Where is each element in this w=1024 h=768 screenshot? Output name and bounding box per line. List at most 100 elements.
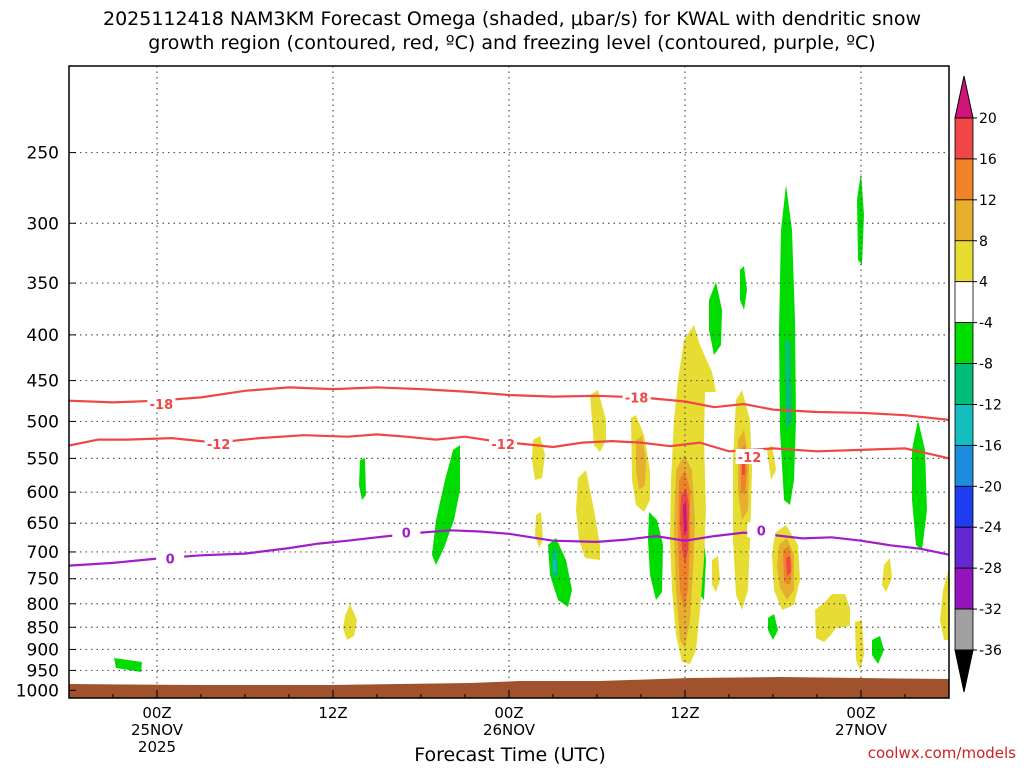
x-tick-label: 25NOV xyxy=(131,721,184,739)
y-tick-label: 300 xyxy=(27,214,59,234)
x-tick-label: 27NOV xyxy=(835,721,888,739)
omega-cell-teal xyxy=(785,340,792,430)
omega-cell-green xyxy=(709,282,722,355)
contour-label-bg xyxy=(392,524,421,540)
colorbar-segment xyxy=(954,526,974,569)
colorbar-label: -24 xyxy=(979,520,1002,536)
omega-cell-yellow xyxy=(576,470,600,560)
omega-cell-yellow xyxy=(815,594,850,642)
omega-cell-green xyxy=(548,538,572,607)
contour-line--18 xyxy=(69,386,949,421)
colorbar-segment xyxy=(954,404,974,446)
x-tick-label: 00Z xyxy=(846,704,875,722)
y-tick-label: 550 xyxy=(27,449,59,469)
omega-cell-red xyxy=(786,556,791,576)
contour-label-bg xyxy=(735,448,764,464)
colorbar-segment xyxy=(954,485,974,528)
y-tick-label: 350 xyxy=(27,274,59,294)
colorbar-label: -12 xyxy=(979,397,1002,413)
chart-title-line-1: 2025112418 NAM3KM Forecast Omega (shaded… xyxy=(102,8,921,30)
colorbar-label: 4 xyxy=(979,275,988,291)
y-axis: 2503003504004505005506006507007508008509… xyxy=(16,144,76,701)
y-tick-label: 900 xyxy=(27,640,59,660)
colorbar-label: -36 xyxy=(979,643,1002,659)
omega-cell-yellow xyxy=(767,445,776,480)
colorbar-segment xyxy=(954,322,974,364)
colorbar-segment xyxy=(954,199,974,242)
colorbar-label: -20 xyxy=(979,479,1002,495)
y-tick-label: 400 xyxy=(27,326,59,346)
y-tick-label: 1000 xyxy=(16,681,59,701)
contour-label: -18 xyxy=(150,398,174,413)
contour-label: -12 xyxy=(207,438,231,453)
omega-cell-yellow xyxy=(882,558,892,592)
colorbar-label: -16 xyxy=(979,438,1002,454)
omega-cell-gold xyxy=(636,436,646,490)
omega-cell-yellow xyxy=(855,620,864,670)
x-tick-label: 12Z xyxy=(670,704,699,722)
contour-label: -12 xyxy=(738,451,762,466)
omega-cell-yellow xyxy=(712,556,720,592)
omega-cell-yellow xyxy=(535,512,543,548)
colorbar-segment xyxy=(954,608,974,651)
x-tick-label: 26NOV xyxy=(483,721,536,739)
y-tick-label: 800 xyxy=(27,595,59,615)
omega-cell-yellow xyxy=(343,604,357,640)
x-tick-label: 00Z xyxy=(142,704,171,722)
contour-label-bg xyxy=(147,395,176,411)
colorbar-segment xyxy=(954,444,974,487)
colorbar-label: -8 xyxy=(979,357,993,373)
contour-label: -18 xyxy=(625,391,649,406)
omega-cell-green xyxy=(359,458,366,500)
y-tick-label: 950 xyxy=(27,661,59,681)
colorbar-segment xyxy=(954,567,974,610)
contour-line-0 xyxy=(69,529,949,567)
y-tick-label: 500 xyxy=(27,412,59,432)
colorbar-segment xyxy=(954,240,974,283)
y-tick-label: 850 xyxy=(27,618,59,638)
omega-cell-green xyxy=(114,658,142,672)
contour-label: 0 xyxy=(166,553,175,568)
colorbar-top-arrow xyxy=(954,75,974,119)
colorbar-segment xyxy=(954,158,974,201)
contour-lines: -18 -18 -12 -12 -12 0 0 0 xyxy=(69,386,949,568)
contour-label-bg xyxy=(156,550,185,566)
omega-cell-yellow xyxy=(532,436,545,480)
colorbar-segment xyxy=(954,363,974,405)
y-tick-label: 450 xyxy=(27,372,59,392)
x-tick-label: 12Z xyxy=(318,704,347,722)
y-tick-label: 650 xyxy=(27,514,59,534)
contour-label-bg xyxy=(489,436,518,452)
colorbar-label: -32 xyxy=(979,602,1002,618)
terrain-ground xyxy=(69,677,949,698)
omega-cell-green xyxy=(857,172,864,265)
x-tick-label: 00Z xyxy=(494,704,523,722)
x-axis-title: Forecast Time (UTC) xyxy=(414,744,606,766)
chart-title-line-2: growth region (contoured, red, ºC) and f… xyxy=(148,32,876,54)
contour-label-bg xyxy=(747,522,776,538)
contour-label-bg xyxy=(204,436,233,452)
y-tick-label: 750 xyxy=(27,570,59,590)
colorbar-label: -28 xyxy=(979,561,1002,577)
colorbar-bottom-arrow xyxy=(954,649,974,693)
y-tick-label: 600 xyxy=(27,483,59,503)
y-tick-label: 250 xyxy=(27,144,59,164)
colorbar-label: -4 xyxy=(979,316,993,332)
omega-colorbar: 20 16 12 8 4 -4 -8 -12 -16 -20 -24 -28 -32 -36 xyxy=(954,75,1002,693)
y-tick-label: 700 xyxy=(27,543,59,563)
colorbar-segment xyxy=(954,281,974,324)
colorbar-label: 12 xyxy=(979,193,997,209)
contour-label: 0 xyxy=(757,524,766,539)
site-credit: coolwx.com/models xyxy=(867,744,1016,762)
omega-cell-green xyxy=(740,266,747,310)
omega-cell-cyan xyxy=(553,560,556,572)
x-tick-label: 2025 xyxy=(138,738,176,756)
contour-label: 0 xyxy=(402,527,411,542)
omega-cell-green xyxy=(648,512,663,600)
contour-label: -12 xyxy=(491,438,515,453)
grid-lines xyxy=(69,66,949,698)
omega-shading xyxy=(114,172,949,672)
colorbar-label: 8 xyxy=(979,234,988,250)
colorbar-label: 16 xyxy=(979,152,997,168)
